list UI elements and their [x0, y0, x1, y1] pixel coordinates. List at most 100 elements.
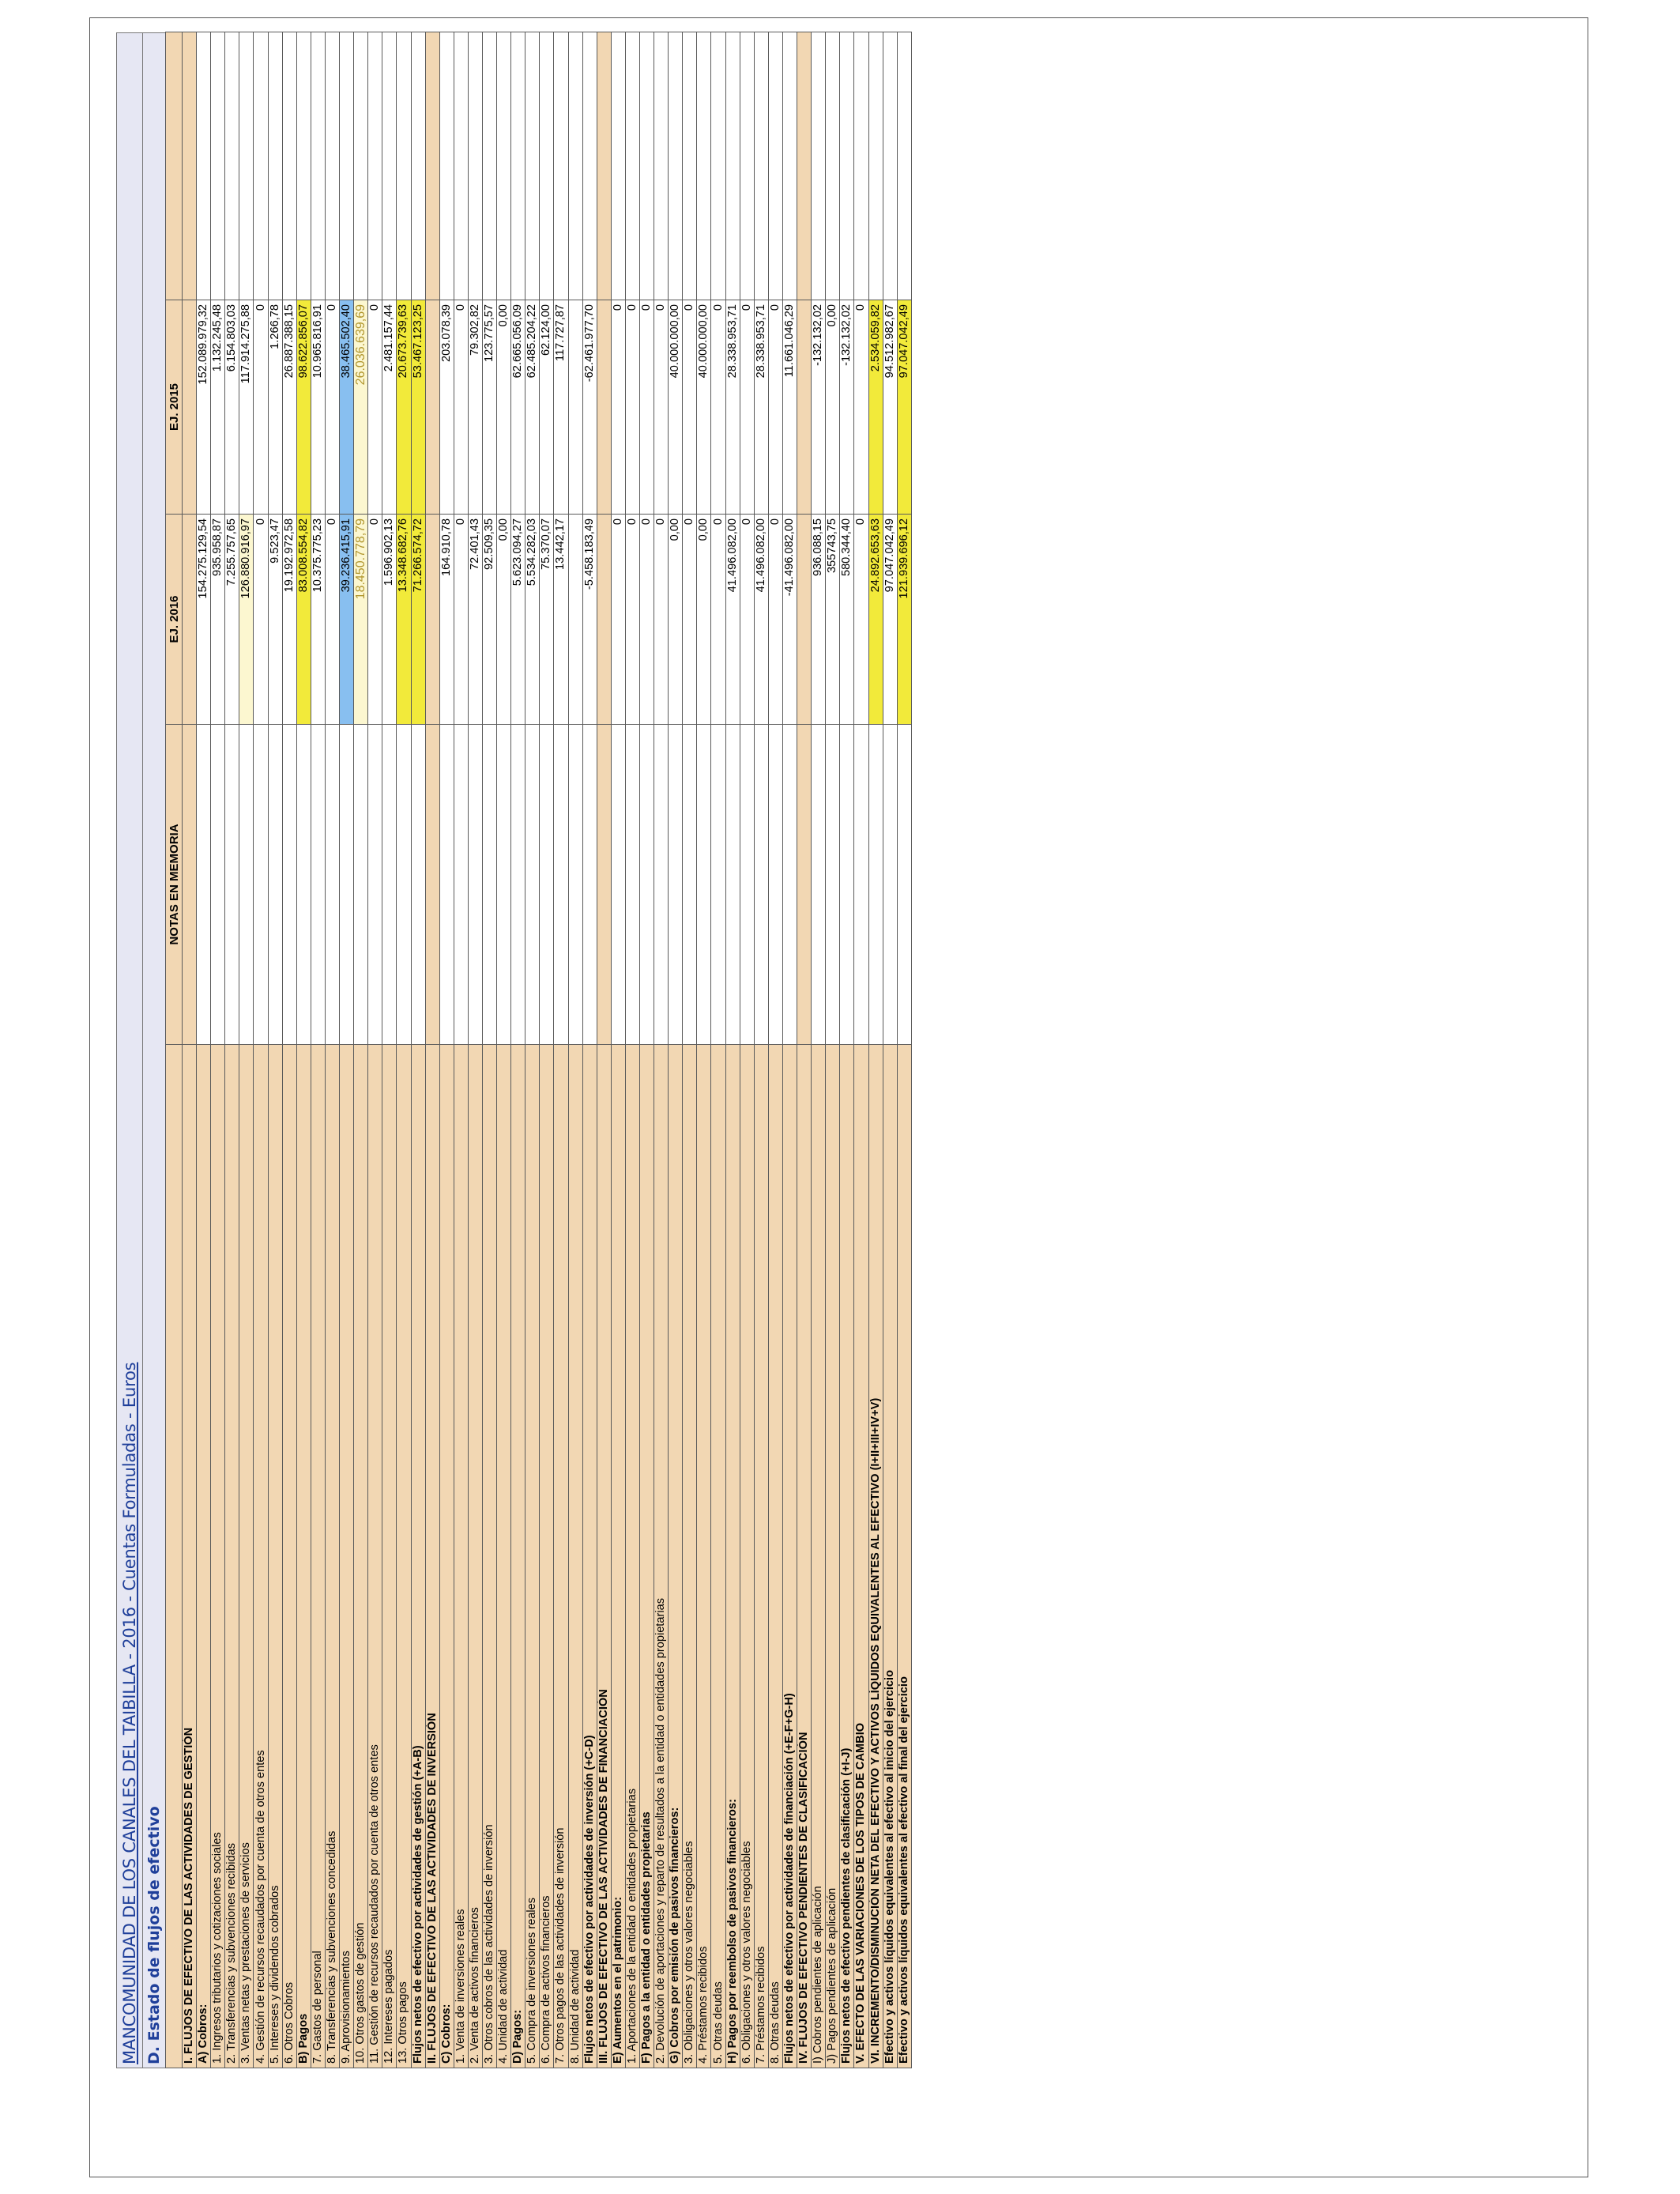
- row-notes-cell: [740, 724, 755, 1045]
- value-2016: 0,00: [668, 514, 683, 725]
- value-2015: 97.047.042,49: [897, 300, 912, 515]
- row-notes-cell: [268, 724, 283, 1045]
- row-blank-cell: [740, 32, 755, 300]
- row-label: Flujos netos de efectivo por actividades…: [411, 1044, 426, 2068]
- row-label: 1. Venta de inversiones reales: [454, 1044, 469, 2068]
- row-label: B) Pagos: [296, 1044, 311, 2068]
- value-2016: 0,00: [696, 514, 711, 725]
- value-2015: 1.266,78: [268, 300, 283, 515]
- row-label: F) Pagos a la entidad o entidades propie…: [639, 1044, 654, 2068]
- statement-row: 7. Préstamos recibidos 41.496.082,00 28.33…: [754, 32, 769, 2068]
- statement-row: D) Pagos: 5.623.094,27 62.665.056,09: [510, 32, 525, 2068]
- row-blank-cell: [239, 32, 254, 300]
- row-label: A) Cobros:: [196, 1044, 211, 2068]
- row-blank-cell: [268, 32, 283, 300]
- row-blank-cell: [496, 32, 511, 300]
- cash-flow-sheet: MANCOMUNIDAD DE LOS CANALES DEL TAIBILLA…: [116, 32, 1384, 2068]
- row-label: D) Pagos:: [510, 1044, 525, 2068]
- row-notes-cell: [439, 724, 454, 1045]
- statement-row: A) Cobros: 154.275.129,54 152.089.979,32: [196, 32, 211, 2068]
- row-notes-cell: [396, 724, 411, 1045]
- blank-header-cell: [165, 32, 183, 300]
- row-notes-cell: [654, 724, 669, 1045]
- value-2016: 0: [325, 514, 340, 725]
- row-label: 8. Transferencias y subvenciones concedi…: [325, 1044, 340, 2068]
- row-label: 3. Otros cobros de las actividades de in…: [482, 1044, 497, 2068]
- row-label: H) Pagos por reembolso de pasivos financ…: [725, 1044, 740, 2068]
- statement-row: 8. Otras deudas 0 0: [768, 32, 783, 2068]
- row-blank-cell: [396, 32, 411, 300]
- row-label: IV. FLUJOS DE EFECTIVO PENDIENTES DE CLA…: [797, 1044, 812, 2068]
- statement-row: 11. Gestión de recursos recaudados por c…: [367, 32, 382, 2068]
- statement-row: 1. Aportaciones de la entidad o entidade…: [625, 32, 640, 2068]
- value-2015: 2.481.157,44: [382, 300, 397, 515]
- value-2016: 126.880.916,97: [239, 514, 254, 725]
- row-blank-cell: [325, 32, 340, 300]
- row-blank-cell: [868, 32, 883, 300]
- row-blank-cell: [539, 32, 554, 300]
- row-notes-cell: [710, 724, 726, 1045]
- row-blank-cell: [682, 32, 697, 300]
- row-blank-cell: [210, 32, 225, 300]
- row-label: 8. Unidad de actividad: [568, 1044, 583, 2068]
- row-notes-cell: [325, 724, 340, 1045]
- statement-row: 1. Venta de inversiones reales 0 0: [454, 32, 469, 2068]
- value-2015: 0: [740, 300, 755, 515]
- row-notes-cell: [725, 724, 740, 1045]
- value-2015: 28.338.953,71: [725, 300, 740, 515]
- value-2016: 0: [253, 514, 269, 725]
- row-label: 12. Intereses pagados: [382, 1044, 397, 2068]
- row-blank-cell: [425, 32, 440, 300]
- row-blank-cell: [768, 32, 783, 300]
- row-notes-cell: [853, 724, 868, 1045]
- row-notes-cell: [811, 724, 826, 1045]
- value-2015: [568, 300, 583, 515]
- row-blank-cell: [825, 32, 840, 300]
- value-2016: 13.348.682,76: [396, 514, 411, 725]
- value-2016: 75.370,07: [539, 514, 554, 725]
- row-label: I. FLUJOS DE EFECTIVO DE LAS ACTIVIDADES…: [182, 1044, 197, 2068]
- row-notes-cell: [839, 724, 854, 1045]
- organization-title: MANCOMUNIDAD DE LOS CANALES DEL TAIBILLA…: [116, 32, 142, 2068]
- statement-row: I) Cobros pendientes de aplicación 936.08…: [811, 32, 826, 2068]
- value-2015: 40.000.000,00: [668, 300, 683, 515]
- value-2015: -62.461.977,70: [582, 300, 597, 515]
- statement-title: D. Estado de flujos de efectivo: [142, 32, 165, 2068]
- row-label: 3. Obligaciones y otros valores negociab…: [682, 1044, 697, 2068]
- value-2016: 7.255.757,65: [224, 514, 239, 725]
- statement-row: Flujos netos de efectivo por actividades…: [582, 32, 597, 2068]
- row-blank-cell: [782, 32, 797, 300]
- year-2015-header: EJ. 2015: [165, 300, 183, 515]
- row-label: I) Cobros pendientes de aplicación: [811, 1044, 826, 2068]
- row-label: 7. Otros pagos de las actividades de inv…: [553, 1044, 569, 2068]
- row-blank-cell: [668, 32, 683, 300]
- statement-row: E) Aumentos en el patrimonio: 0 0: [611, 32, 626, 2068]
- statement-row: V. EFECTO DE LAS VARIACIONES DE LOS TIPO…: [853, 32, 868, 2068]
- row-notes-cell: [411, 724, 426, 1045]
- row-blank-cell: [510, 32, 525, 300]
- row-label: 7. Préstamos recibidos: [754, 1044, 769, 2068]
- row-notes-cell: [754, 724, 769, 1045]
- value-2015: 28.338.953,71: [754, 300, 769, 515]
- value-2015: 11.661.046,29: [782, 300, 797, 515]
- row-label: 8. Otras deudas: [768, 1044, 783, 2068]
- row-blank-cell: [582, 32, 597, 300]
- row-notes-cell: [353, 724, 368, 1045]
- statement-row: 9. Aprovisionamientos 39.236.415,91 38.465…: [339, 32, 354, 2068]
- value-2015: 20.673.739,63: [396, 300, 411, 515]
- row-label: III. FLUJOS DE EFECTIVO DE LAS ACTIVIDAD…: [597, 1044, 612, 2068]
- row-blank-cell: [353, 32, 368, 300]
- statement-row: Flujos netos de efectivo por actividades…: [411, 32, 426, 2068]
- row-label: 6. Otros Cobros: [282, 1044, 297, 2068]
- row-notes-cell: [196, 724, 211, 1045]
- statement-row: 8. Transferencias y subvenciones concedi…: [325, 32, 340, 2068]
- value-2015: 0: [611, 300, 626, 515]
- row-blank-cell: [811, 32, 826, 300]
- row-blank-cell: [725, 32, 740, 300]
- value-2015: 152.089.979,32: [196, 300, 211, 515]
- value-2016: 18.450.778,79: [353, 514, 368, 725]
- row-notes-cell: [454, 724, 469, 1045]
- value-2016: 0: [611, 514, 626, 725]
- row-blank-cell: [182, 32, 197, 300]
- value-2015: 1.132.245,48: [210, 300, 225, 515]
